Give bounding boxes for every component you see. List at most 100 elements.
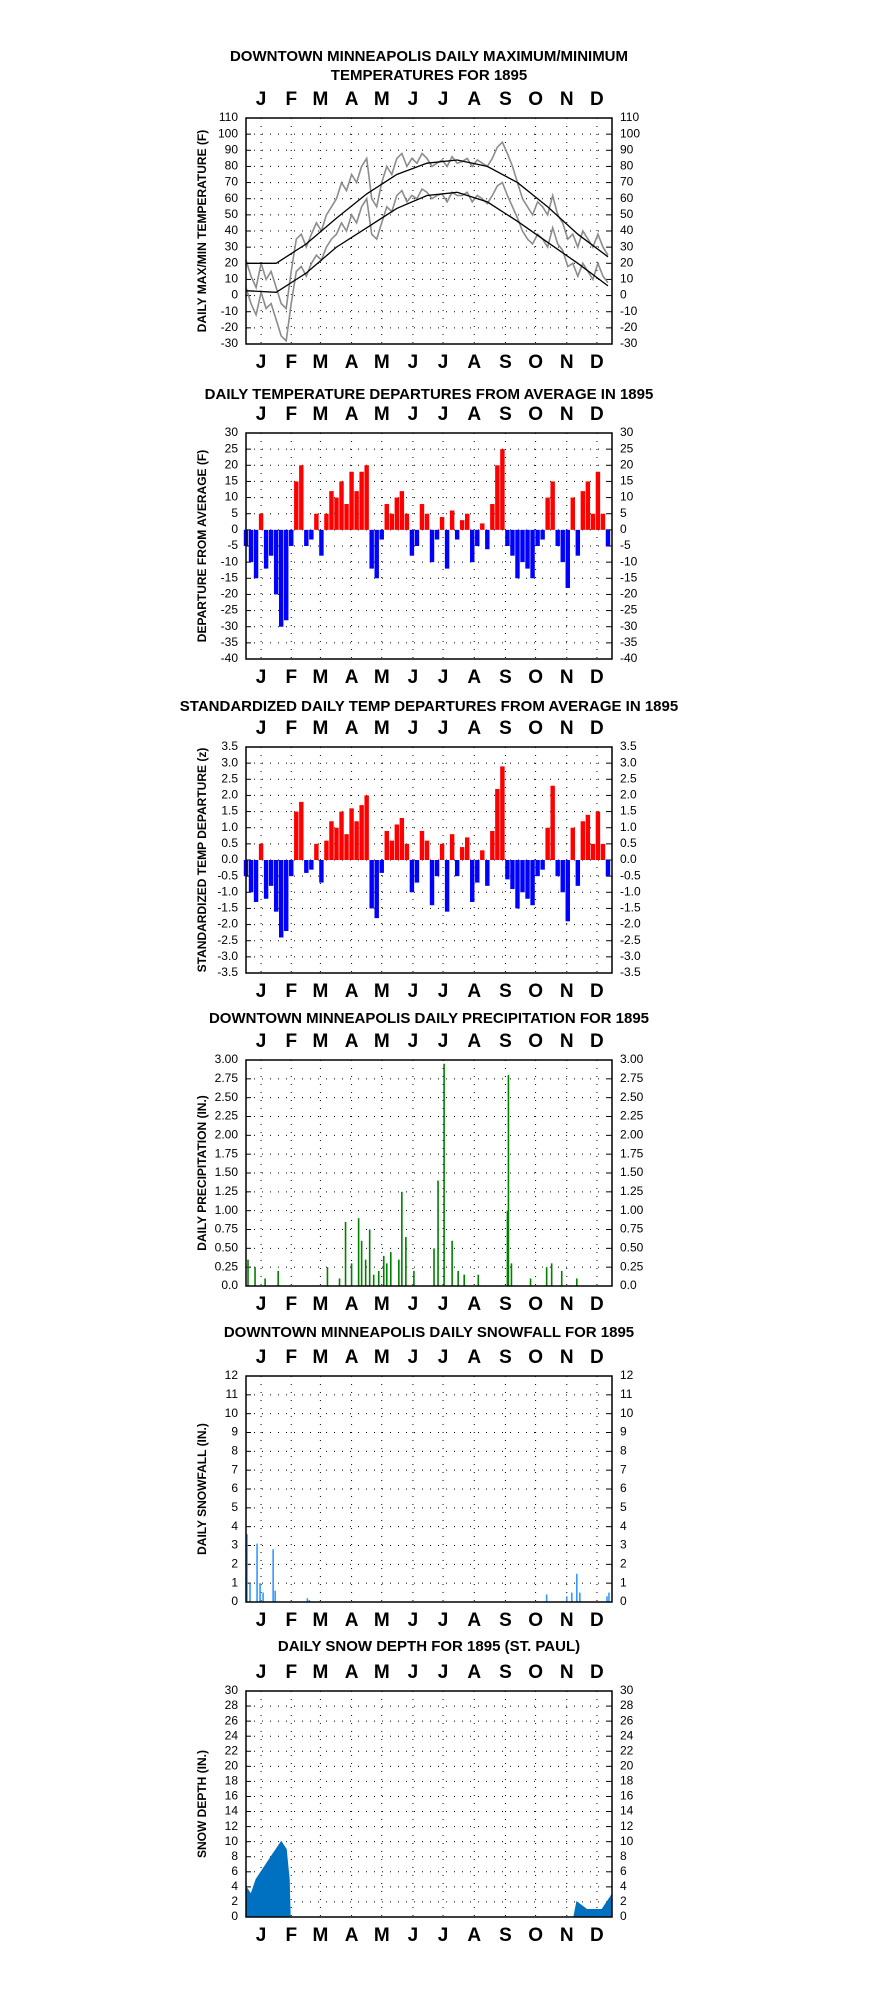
y-tick-label: 2 bbox=[231, 1557, 238, 1571]
bar bbox=[464, 837, 470, 860]
x-tick-label: M bbox=[374, 1347, 390, 1368]
y-tick-label: 28 bbox=[620, 1698, 634, 1712]
bar bbox=[443, 1063, 445, 1286]
y-tick-label: 1.75 bbox=[620, 1146, 644, 1160]
y-tick-label: -0.5 bbox=[217, 868, 238, 882]
bar bbox=[433, 1248, 435, 1286]
x-tick-label: D bbox=[590, 89, 604, 110]
bar bbox=[277, 1270, 279, 1286]
bar bbox=[480, 523, 485, 530]
plot-frame bbox=[245, 1690, 613, 1918]
y-tick-label: -3.0 bbox=[217, 949, 238, 963]
y-tick-label: 2.75 bbox=[215, 1071, 239, 1085]
y-tick-label: -20 bbox=[221, 587, 239, 601]
bar bbox=[262, 1592, 264, 1602]
x-tick-label: M bbox=[312, 1294, 328, 1315]
y-tick-label: 6 bbox=[620, 1864, 627, 1878]
y-tick-label: 0 bbox=[620, 288, 627, 302]
y-tick-label: 0 bbox=[231, 1909, 238, 1923]
x-tick-label: J bbox=[438, 1294, 449, 1315]
bar bbox=[565, 529, 570, 588]
x-tick-label: M bbox=[374, 1925, 390, 1946]
y-tick-label: -20 bbox=[221, 320, 239, 334]
x-tick-label: S bbox=[499, 1662, 512, 1683]
y-tick-label: 4 bbox=[620, 1519, 627, 1533]
bar bbox=[404, 843, 410, 860]
y-tick-label: 1 bbox=[231, 1575, 238, 1589]
y-tick-label: 8 bbox=[620, 1849, 627, 1863]
chart-title: STANDARDIZED DAILY TEMP DEPARTURES FROM … bbox=[180, 698, 678, 715]
bar bbox=[464, 513, 470, 530]
y-tick-label: 2.50 bbox=[620, 1090, 644, 1104]
bar bbox=[419, 504, 425, 530]
x-tick-label: N bbox=[560, 1925, 574, 1946]
y-tick-label: 0 bbox=[231, 1594, 238, 1608]
bar bbox=[434, 529, 440, 540]
bar bbox=[414, 860, 420, 883]
bar bbox=[600, 843, 606, 860]
bar bbox=[605, 529, 611, 546]
bar bbox=[273, 860, 279, 912]
bar bbox=[272, 1549, 274, 1602]
x-tick-label: M bbox=[374, 1294, 390, 1315]
bar bbox=[495, 788, 500, 860]
bar bbox=[505, 529, 510, 546]
chart-title: DOWNTOWN MINNEAPOLIS DAILY MAXIMUM/MINIM… bbox=[230, 48, 628, 65]
x-tick-label: A bbox=[467, 1031, 481, 1052]
bar bbox=[576, 1278, 578, 1286]
y-tick-label: 30 bbox=[620, 239, 634, 253]
x-tick-label: A bbox=[345, 1925, 359, 1946]
y-tick-label: 110 bbox=[219, 110, 238, 124]
bar bbox=[389, 1252, 392, 1286]
bar bbox=[439, 843, 445, 860]
x-tick-label: D bbox=[590, 667, 604, 688]
y-tick-label: 1.5 bbox=[620, 804, 637, 818]
x-tick-label: A bbox=[345, 1031, 359, 1052]
x-tick-label: M bbox=[312, 1925, 328, 1946]
y-tick-label: -0.5 bbox=[620, 868, 641, 882]
x-tick-label: S bbox=[499, 89, 512, 110]
bar bbox=[413, 1270, 415, 1286]
x-tick-label: J bbox=[408, 404, 419, 425]
bar bbox=[344, 1221, 347, 1286]
bar bbox=[394, 824, 400, 860]
x-tick-label: A bbox=[345, 1662, 359, 1683]
x-tick-label: F bbox=[285, 1610, 297, 1631]
y-tick-label: 12 bbox=[225, 1819, 239, 1833]
bar bbox=[248, 529, 254, 563]
x-tick-label: J bbox=[408, 981, 419, 1002]
y-tick-label: 16 bbox=[620, 1789, 634, 1803]
bar bbox=[470, 529, 475, 563]
x-tick-label: J bbox=[408, 1925, 419, 1946]
bar bbox=[580, 491, 586, 530]
y-tick-label: 2.00 bbox=[215, 1128, 239, 1142]
bar bbox=[560, 1270, 563, 1286]
x-tick-label: M bbox=[312, 1031, 328, 1052]
x-tick-label: D bbox=[590, 352, 604, 373]
x-tick-label: S bbox=[499, 352, 512, 373]
bar bbox=[369, 860, 374, 909]
plot-frame bbox=[245, 1375, 613, 1603]
bar bbox=[605, 860, 611, 877]
y-tick-label: 5 bbox=[231, 506, 238, 520]
bar bbox=[570, 827, 575, 860]
x-tick-label: A bbox=[467, 1925, 481, 1946]
bar bbox=[477, 1274, 480, 1286]
y-tick-label: 25 bbox=[225, 441, 239, 455]
bar bbox=[379, 529, 384, 540]
x-tick-label: J bbox=[256, 1662, 267, 1683]
bar bbox=[585, 481, 591, 530]
bar bbox=[278, 529, 284, 627]
x-tick-label: F bbox=[285, 718, 297, 739]
y-tick-label: -35 bbox=[221, 635, 239, 649]
y-tick-label: 20 bbox=[225, 457, 239, 471]
y-tick-label: 10 bbox=[620, 1834, 634, 1848]
x-tick-label: J bbox=[438, 718, 449, 739]
x-tick-label: J bbox=[438, 1610, 449, 1631]
bar bbox=[319, 529, 324, 556]
bar bbox=[399, 491, 405, 530]
y-tick-label: 0.0 bbox=[620, 1278, 637, 1292]
bar bbox=[304, 529, 309, 546]
bar bbox=[374, 860, 379, 919]
y-tick-label: 30 bbox=[225, 239, 239, 253]
